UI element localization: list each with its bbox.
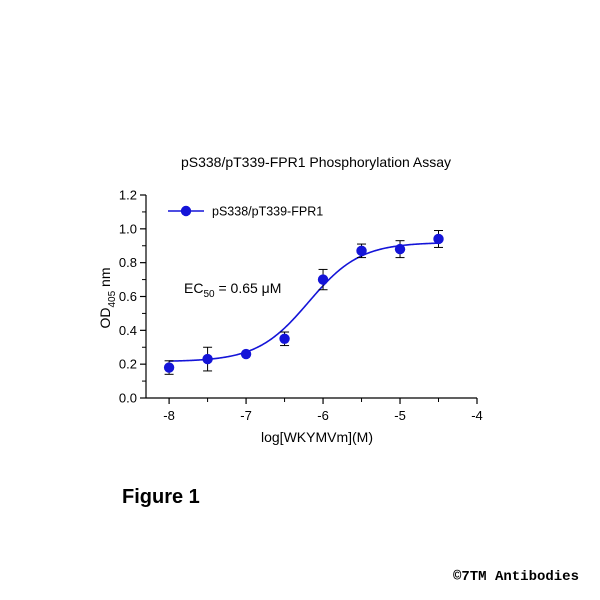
data-point xyxy=(279,333,290,344)
axes xyxy=(145,195,477,399)
ec50-annotation-value: = 0.65 μM xyxy=(215,280,282,296)
fit-curve xyxy=(169,242,439,362)
data-point xyxy=(356,245,367,257)
x-axis-ticks: -8 -7 -6 -5 -4 xyxy=(163,398,483,423)
x-tick-label: -5 xyxy=(394,408,406,423)
figure-caption: Figure 1 xyxy=(122,486,200,508)
y-tick-label: 0.8 xyxy=(119,255,137,270)
legend-marker-swatch xyxy=(180,205,192,217)
ec50-annotation: EC50 = 0.65 μM xyxy=(184,280,281,300)
y-axis-label-unit: nm xyxy=(97,267,113,290)
data-point xyxy=(394,243,406,255)
y-axis-label: OD405 nm xyxy=(97,267,118,328)
x-tick-label: -8 xyxy=(163,408,175,423)
data-point xyxy=(240,348,252,360)
chart-title: pS338/pT339-FPR1 Phosphorylation Assay xyxy=(181,154,451,170)
x-tick-label: -4 xyxy=(471,408,483,423)
ec50-annotation-prefix: EC xyxy=(184,280,203,296)
data-point xyxy=(163,362,175,373)
data-point xyxy=(433,233,444,245)
ec50-annotation-subscript: 50 xyxy=(203,289,215,300)
fit-curve-layer xyxy=(169,242,439,362)
x-tick-label: -7 xyxy=(240,408,252,423)
legend-label: pS338/pT339-FPR1 xyxy=(212,205,323,219)
y-axis-label-main: OD xyxy=(97,308,113,329)
legend: pS338/pT339-FPR1 xyxy=(168,205,323,219)
y-tick-label: 1.2 xyxy=(119,188,137,203)
y-tick-label: 0.2 xyxy=(119,357,137,372)
data-points-layer xyxy=(163,230,444,375)
y-tick-label: 1.0 xyxy=(119,221,137,236)
x-axis-label: log[WKYMVm](M) xyxy=(261,429,373,445)
data-point xyxy=(202,353,213,365)
y-axis-ticks: 0.0 0.2 0.4 0.6 0.8 1.0 1.2 xyxy=(119,188,146,406)
y-tick-label: 0.4 xyxy=(119,323,137,338)
y-tick-label: 0.0 xyxy=(119,391,137,406)
x-tick-label: -6 xyxy=(317,408,329,423)
y-tick-label: 0.6 xyxy=(119,289,137,304)
copyright-notice: ©7TM Antibodies xyxy=(452,569,579,585)
data-point xyxy=(317,274,329,285)
y-axis-label-subscript: 405 xyxy=(107,290,118,307)
